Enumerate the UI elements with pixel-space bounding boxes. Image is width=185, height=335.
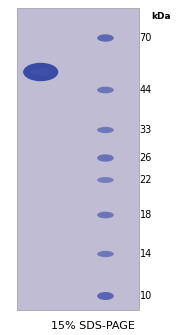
- Ellipse shape: [101, 294, 110, 298]
- Text: 18: 18: [140, 210, 152, 220]
- Ellipse shape: [97, 154, 114, 162]
- Ellipse shape: [101, 88, 110, 91]
- Ellipse shape: [97, 127, 114, 133]
- Ellipse shape: [101, 156, 110, 160]
- Ellipse shape: [23, 63, 58, 81]
- Text: 33: 33: [140, 125, 152, 135]
- Ellipse shape: [97, 251, 114, 257]
- Text: 26: 26: [140, 153, 152, 163]
- Ellipse shape: [97, 177, 114, 183]
- Ellipse shape: [101, 36, 110, 40]
- Text: 44: 44: [140, 85, 152, 95]
- Bar: [17, 8, 139, 310]
- Text: 22: 22: [140, 175, 152, 185]
- Text: kDa: kDa: [152, 12, 171, 21]
- Ellipse shape: [97, 212, 114, 218]
- Ellipse shape: [101, 253, 110, 255]
- Text: 10: 10: [140, 291, 152, 301]
- Ellipse shape: [97, 34, 114, 42]
- Text: 70: 70: [140, 33, 152, 43]
- Ellipse shape: [101, 179, 110, 181]
- Text: 14: 14: [140, 249, 152, 259]
- Ellipse shape: [101, 213, 110, 216]
- Ellipse shape: [97, 87, 114, 93]
- Text: 15% SDS-PAGE: 15% SDS-PAGE: [51, 321, 134, 331]
- Ellipse shape: [101, 129, 110, 131]
- Ellipse shape: [97, 292, 114, 300]
- Ellipse shape: [31, 68, 50, 76]
